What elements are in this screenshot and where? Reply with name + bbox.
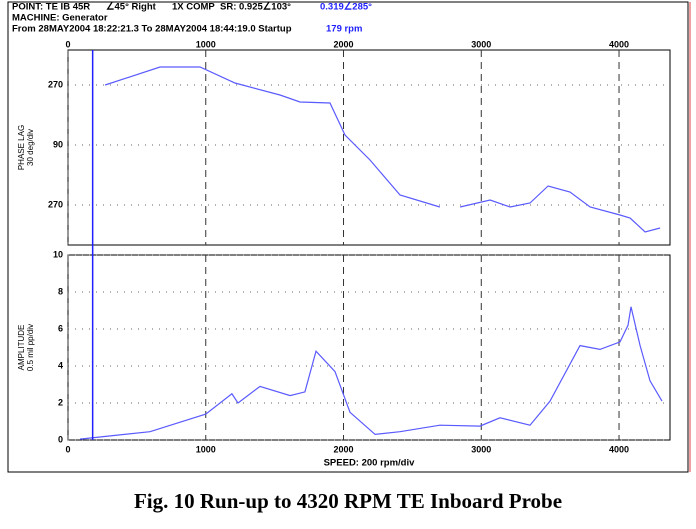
machine: MACHINE: Generator <box>12 13 108 24</box>
y-tick-label: 10 <box>53 249 63 259</box>
data-line <box>79 306 663 440</box>
x-tick-label: 2000 <box>333 39 353 49</box>
plot-area <box>67 49 671 246</box>
x-tick-label: 1000 <box>196 39 216 49</box>
range: From 28MAY2004 18:22:21.3 To 28MAY2004 1… <box>12 24 292 35</box>
y-tick-label: 270 <box>48 79 63 89</box>
reading: 0.319∠285° <box>320 2 372 13</box>
orientation: ∠45° Right <box>106 2 157 13</box>
x-tick-label: 4000 <box>609 444 629 454</box>
y-tick-label: 4 <box>58 360 63 370</box>
point: POINT: TE IB 45R <box>12 2 90 13</box>
x-tick-label: 3000 <box>471 444 491 454</box>
x-tick-label: 4000 <box>609 39 629 49</box>
plot-area <box>67 254 671 441</box>
x-tick-label: 0 <box>65 39 70 49</box>
x-tick-label: 1000 <box>196 444 216 454</box>
y-axis-sublabel: 30 deg/div <box>26 129 35 166</box>
caption: Fig. 10 Run-up to 4320 RPM TE Inboard Pr… <box>134 489 562 513</box>
y-tick-label: 6 <box>58 323 63 333</box>
x-tick-label: 2000 <box>333 444 353 454</box>
y-tick-label: 270 <box>48 199 63 209</box>
x-axis-label: SPEED: 200 rpm/div <box>324 458 416 469</box>
y-axis-label: PHASE LAG <box>17 125 26 170</box>
y-axis-label: AMPLITUDE <box>17 325 26 371</box>
mode: 1X COMP <box>172 2 215 13</box>
sr: SR: 0.925∠103° <box>220 2 291 13</box>
data-line <box>104 66 661 233</box>
y-axis-sublabel: 0.5 mil pp/div <box>26 324 35 371</box>
cursor-label: 179 rpm <box>326 24 362 35</box>
x-tick-label: 3000 <box>471 39 491 49</box>
y-tick-label: 0 <box>58 434 63 444</box>
frame <box>7 1 689 473</box>
y-tick-label: 2 <box>58 397 63 407</box>
y-tick-label: 8 <box>58 286 63 296</box>
y-tick-label: 90 <box>53 139 63 149</box>
x-tick-label: 0 <box>65 444 70 454</box>
